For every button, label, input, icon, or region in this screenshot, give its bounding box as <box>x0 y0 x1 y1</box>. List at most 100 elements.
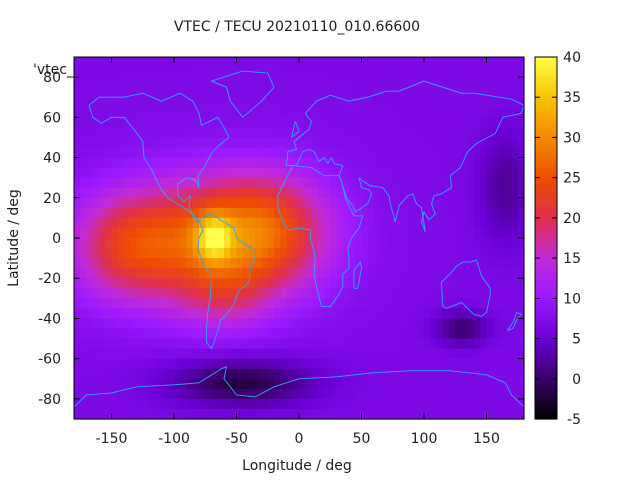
heatmap-cell <box>167 238 175 249</box>
colorbar-strip <box>535 78 557 82</box>
heatmap-cell <box>374 258 381 269</box>
heatmap-cell <box>342 77 350 88</box>
heatmap-cell <box>330 338 338 350</box>
heatmap-cell <box>449 137 456 149</box>
heatmap-cell <box>117 248 125 259</box>
colorbar-strip <box>535 189 557 194</box>
heatmap-cell <box>342 57 350 68</box>
heatmap-cell <box>511 288 519 299</box>
heatmap-cell <box>461 147 469 159</box>
heatmap-cell <box>467 177 475 189</box>
heatmap-cell <box>461 338 469 350</box>
heatmap-cell <box>105 147 113 159</box>
x-tick-label: -150 <box>96 431 128 447</box>
heatmap-cell <box>142 107 150 118</box>
heatmap-cell <box>186 187 194 199</box>
heatmap-cell <box>236 57 244 68</box>
heatmap-cell <box>92 338 100 350</box>
heatmap-cell <box>330 167 338 179</box>
heatmap-cell <box>149 338 156 350</box>
heatmap-cell <box>211 318 219 330</box>
heatmap-cell <box>386 57 394 68</box>
colorbar-strip <box>535 63 557 67</box>
heatmap-cell <box>286 308 294 320</box>
heatmap-cell <box>136 57 144 68</box>
colorbar-strip <box>535 90 557 94</box>
heatmap-cell <box>361 177 369 189</box>
heatmap-cell <box>349 358 356 370</box>
heatmap-cell <box>267 298 275 309</box>
heatmap-cell <box>430 348 438 360</box>
heatmap-cell <box>405 207 413 219</box>
heatmap-cell <box>86 388 94 400</box>
heatmap-cell <box>167 157 175 169</box>
heatmap-cell <box>361 408 369 420</box>
heatmap-cell <box>349 318 356 330</box>
heatmap-cell <box>324 87 331 98</box>
heatmap-cell <box>242 248 250 259</box>
heatmap-cell <box>349 57 356 68</box>
heatmap-cell <box>417 378 425 390</box>
heatmap-cell <box>324 398 331 410</box>
heatmap-cell <box>99 197 106 209</box>
heatmap-cell <box>192 348 200 360</box>
heatmap-cell <box>117 378 125 390</box>
heatmap-cell <box>424 288 431 299</box>
heatmap-cell <box>330 408 338 420</box>
heatmap-cell <box>467 227 475 239</box>
heatmap-cell <box>436 248 444 259</box>
heatmap-cell <box>274 258 281 269</box>
heatmap-cell <box>174 368 181 380</box>
heatmap-cell <box>124 137 131 149</box>
heatmap-cell <box>86 97 94 108</box>
heatmap-cell <box>192 147 200 159</box>
heatmap-cell <box>442 328 450 340</box>
heatmap-cell <box>480 278 488 289</box>
heatmap-cell <box>117 97 125 108</box>
heatmap-cell <box>242 378 250 390</box>
heatmap-cell <box>161 308 169 320</box>
y-axis-label: Latitude / deg <box>6 189 22 287</box>
series-key: 'vtec_ <box>33 62 75 78</box>
heatmap-cell <box>392 358 400 370</box>
heatmap-cell <box>99 398 106 410</box>
heatmap-cell <box>261 398 269 410</box>
heatmap-cell <box>99 328 106 340</box>
colorbar-strip <box>535 102 557 106</box>
heatmap-cell <box>461 378 469 390</box>
heatmap-cell <box>299 398 306 410</box>
heatmap-cell <box>474 157 481 169</box>
heatmap-cell <box>286 127 294 139</box>
heatmap-cell <box>399 67 406 78</box>
heatmap-cell <box>492 167 500 179</box>
colorbar-strip <box>535 268 557 272</box>
heatmap-cell <box>211 328 219 340</box>
heatmap-cell <box>311 227 319 239</box>
heatmap-cell <box>80 308 88 320</box>
heatmap-cell <box>167 408 175 420</box>
heatmap-cell <box>342 348 350 360</box>
heatmap-cell <box>399 388 406 400</box>
heatmap-cell <box>274 157 281 169</box>
heatmap-cell <box>286 187 294 199</box>
heatmap-cell <box>399 197 406 209</box>
heatmap-cell <box>286 57 294 68</box>
heatmap-cell <box>480 187 488 199</box>
heatmap-cell <box>411 248 419 259</box>
heatmap-cell <box>361 157 369 169</box>
heatmap-cell <box>480 388 488 400</box>
heatmap-cell <box>380 288 388 299</box>
colorbar-strip <box>535 262 557 266</box>
heatmap-cell <box>361 127 369 139</box>
heatmap-cell <box>92 217 100 229</box>
heatmap-cell <box>374 378 381 390</box>
heatmap-cell <box>417 217 425 229</box>
heatmap-cell <box>380 167 388 179</box>
heatmap-cell <box>511 408 519 420</box>
colorbar-strip <box>535 343 557 348</box>
heatmap-cell <box>430 177 438 189</box>
heatmap-cell <box>324 207 331 219</box>
heatmap-cell <box>380 187 388 199</box>
heatmap-cell <box>474 328 481 340</box>
